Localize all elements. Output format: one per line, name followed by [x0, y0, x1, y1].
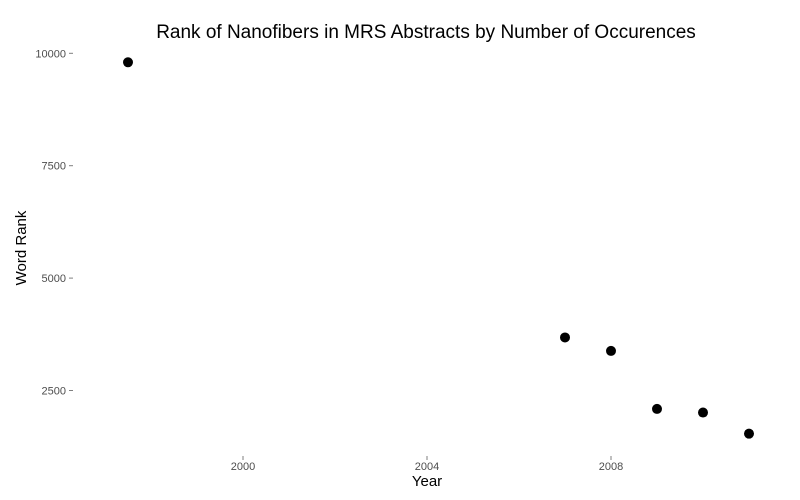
x-tick-label: 2000 [231, 461, 255, 473]
data-point [744, 428, 754, 439]
x-tick-label: 2008 [599, 461, 623, 473]
y-tick-label: 7500 [42, 161, 66, 173]
y-tick-label: 2500 [42, 386, 66, 398]
data-point [560, 332, 570, 343]
x-axis: 2000 2004 2008 [231, 456, 623, 473]
y-axis-title: Word Rank [13, 210, 30, 285]
data-point [123, 57, 133, 68]
x-axis-title: Year [412, 473, 442, 490]
y-tick-label: 10000 [35, 48, 66, 60]
y-tick-label: 5000 [42, 273, 66, 285]
y-axis: 2500 5000 7500 10000 [35, 48, 73, 398]
chart-title: Rank of Nanofibers in MRS Abstracts by N… [156, 22, 696, 43]
data-points [123, 57, 754, 439]
data-point [606, 345, 616, 356]
data-point [652, 403, 662, 414]
x-tick-label: 2004 [415, 461, 439, 473]
data-point [698, 407, 708, 418]
